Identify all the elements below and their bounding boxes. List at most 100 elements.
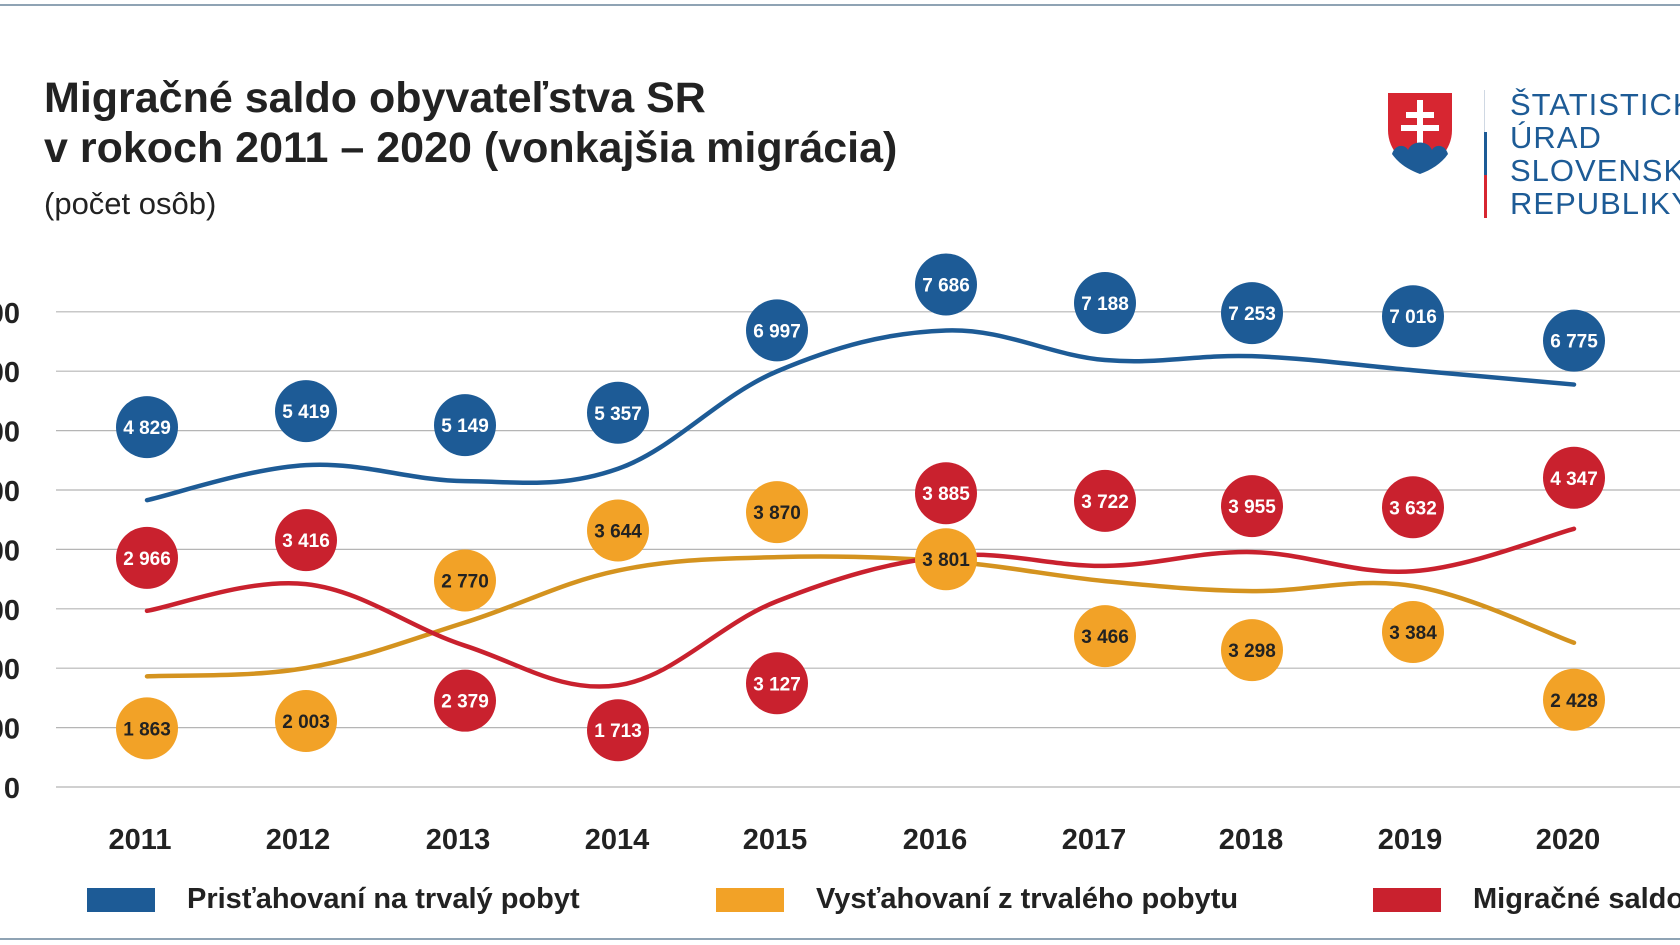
data-label-emigrants: 3 384	[1389, 623, 1437, 644]
bottom-border	[0, 938, 1680, 940]
data-point-immigrants	[434, 394, 496, 457]
data-label-saldo: 2 379	[441, 692, 489, 713]
data-point-saldo	[434, 669, 496, 732]
data-point-immigrants	[746, 299, 808, 362]
data-label-immigrants: 5 149	[441, 416, 489, 437]
series-line-immigrants	[144, 328, 1577, 503]
data-point-immigrants	[915, 253, 977, 316]
x-tick-label: 2015	[743, 824, 808, 856]
logo-line-2: ÚRAD	[1510, 120, 1602, 155]
legend-label-emigrants: Vysťahovaní z trvalého pobytu	[816, 883, 1239, 915]
data-point-saldo	[587, 699, 649, 762]
data-point-saldo	[1074, 469, 1136, 532]
top-border	[0, 4, 1680, 6]
y-tick-label: 00	[0, 417, 20, 449]
data-label-immigrants: 7 686	[922, 275, 970, 296]
logo-line-3: SLOVENSKE	[1510, 153, 1680, 188]
data-label-emigrants: 3 801	[922, 550, 970, 571]
data-point-emigrants	[116, 697, 178, 760]
slovak-coat-of-arms-icon	[1385, 90, 1455, 176]
chart-title: Migračné saldo obyvateľstva SR v rokoch …	[44, 73, 897, 173]
data-point-emigrants	[746, 481, 808, 544]
data-label-saldo: 4 347	[1550, 469, 1598, 490]
data-point-saldo	[1221, 475, 1283, 538]
data-point-emigrants	[1074, 605, 1136, 668]
data-label-immigrants: 7 253	[1228, 304, 1276, 325]
data-label-emigrants: 3 298	[1228, 641, 1276, 662]
legend-swatch-immigrants	[87, 888, 155, 912]
data-label-emigrants: 3 466	[1081, 627, 1129, 648]
data-label-emigrants: 1 863	[123, 719, 171, 740]
legend-label-immigrants: Prisťahovaní na trvalý pobyt	[187, 883, 580, 915]
x-tick-label: 2020	[1536, 824, 1601, 856]
y-tick-label: 00	[0, 595, 20, 627]
data-point-saldo	[915, 462, 977, 525]
legend-label-saldo: Migračné saldo	[1473, 883, 1680, 915]
data-point-emigrants	[434, 549, 496, 612]
data-point-emigrants	[275, 690, 337, 753]
data-label-immigrants: 5 419	[282, 402, 330, 423]
data-point-immigrants	[1221, 282, 1283, 345]
data-point-saldo	[746, 652, 808, 715]
data-label-saldo: 3 127	[753, 674, 801, 695]
data-label-immigrants: 7 016	[1389, 307, 1437, 328]
statistical-office-logo: ŠTATISTICK ÚRAD SLOVENSKE REPUBLIKY	[1383, 88, 1680, 223]
data-label-saldo: 3 632	[1389, 498, 1437, 519]
logo-tricolor-bar	[1484, 90, 1487, 218]
data-point-emigrants	[1382, 600, 1444, 663]
data-label-saldo: 3 416	[282, 531, 330, 552]
legend-swatch-saldo	[1373, 888, 1441, 912]
x-tick-label: 2014	[585, 824, 650, 856]
data-point-emigrants	[587, 499, 649, 562]
data-label-emigrants: 2 770	[441, 571, 489, 592]
y-tick-label: 00	[0, 714, 20, 746]
data-label-immigrants: 4 829	[123, 418, 171, 439]
data-label-saldo: 3 955	[1228, 497, 1276, 518]
data-point-immigrants	[116, 396, 178, 459]
data-point-emigrants	[1543, 668, 1605, 731]
title-line-1: Migračné saldo obyvateľstva SR	[44, 74, 706, 122]
data-label-emigrants: 3 644	[594, 522, 642, 543]
legend-swatch-emigrants	[716, 888, 784, 912]
logo-line-4: REPUBLIKY	[1510, 186, 1680, 221]
data-point-emigrants	[1221, 619, 1283, 682]
data-point-emigrants	[915, 528, 977, 591]
x-tick-label: 2017	[1062, 824, 1127, 856]
logo-line-1: ŠTATISTICK	[1510, 87, 1680, 122]
y-tick-label: 00	[0, 654, 20, 686]
data-point-immigrants	[1543, 309, 1605, 372]
data-label-saldo: 2 966	[123, 549, 171, 570]
data-point-immigrants	[1074, 272, 1136, 335]
x-tick-label: 2016	[903, 824, 968, 856]
data-point-immigrants	[1382, 285, 1444, 348]
chart-subtitle: (počet osôb)	[44, 186, 217, 221]
data-label-immigrants: 6 997	[753, 321, 801, 342]
x-tick-label: 2013	[426, 824, 491, 856]
data-label-emigrants: 2 003	[282, 712, 330, 733]
data-label-saldo: 1 713	[594, 721, 642, 742]
data-point-immigrants	[275, 380, 337, 443]
data-point-saldo	[1382, 476, 1444, 539]
y-tick-label: 00	[0, 476, 20, 508]
title-line-2: v rokoch 2011 – 2020 (vonkajšia migrácia…	[44, 124, 898, 172]
y-tick-label: 00	[0, 298, 20, 330]
line-chart: 0000000000000000020112012201320142015201…	[0, 253, 1680, 856]
data-label-immigrants: 6 775	[1550, 332, 1598, 353]
data-point-saldo	[1543, 446, 1605, 509]
series-line-saldo	[144, 526, 1577, 689]
data-label-saldo: 3 885	[922, 484, 970, 505]
data-label-immigrants: 7 188	[1081, 294, 1129, 315]
data-point-saldo	[275, 509, 337, 572]
data-label-emigrants: 2 428	[1550, 691, 1598, 712]
x-tick-label: 2018	[1219, 824, 1284, 856]
data-point-immigrants	[587, 381, 649, 444]
logo-text: ŠTATISTICK ÚRAD SLOVENSKE REPUBLIKY	[1510, 88, 1680, 220]
data-label-emigrants: 3 870	[753, 503, 801, 524]
data-label-saldo: 3 722	[1081, 492, 1129, 513]
data-label-immigrants: 5 357	[594, 404, 642, 425]
series-line-emigrants	[144, 554, 1577, 679]
x-tick-label: 2011	[109, 824, 172, 856]
y-tick-label: 00	[0, 357, 20, 389]
y-tick-label: 00	[0, 535, 20, 567]
data-point-saldo	[116, 526, 178, 589]
